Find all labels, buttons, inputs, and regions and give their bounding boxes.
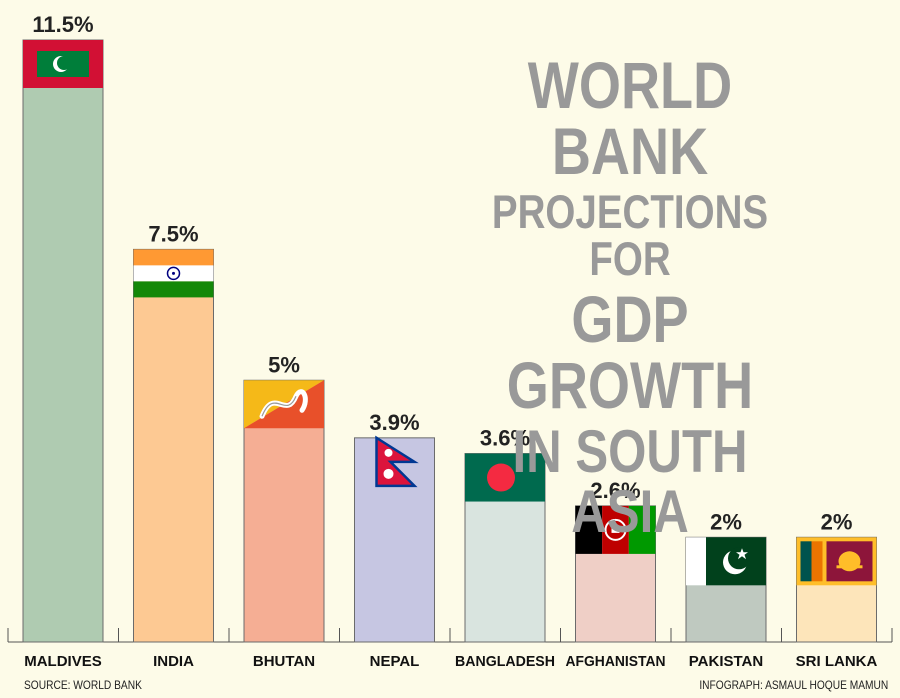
value-label: 7.5% [148, 221, 198, 246]
category-label: BHUTAN [253, 653, 315, 670]
afghanistan-flag-icon [575, 505, 656, 554]
category-label: SRI LANKA [796, 653, 878, 670]
bar-group-nepal: 3.9% NEPAL [354, 410, 435, 670]
credit-note: INFOGRAPH: ASMAUL HOQUE MAMUN [699, 678, 888, 692]
bar-group-afghanistan: 2.6% AFGHANISTAN [566, 478, 666, 670]
source-note: SOURCE: WORLD BANK [24, 678, 142, 692]
value-label: 3.9% [369, 410, 419, 435]
category-label: MALDIVES [24, 653, 102, 670]
title-line-2: PROJECTIONS FOR [491, 185, 769, 285]
value-label: 2.6% [590, 478, 640, 503]
value-label: 2% [821, 509, 853, 534]
pakistan-flag-icon [686, 537, 766, 586]
nepal-flag-icon [375, 435, 419, 488]
value-label: 3.6% [480, 426, 530, 451]
bangladesh-flag-icon [465, 453, 545, 502]
title-line-1: WORLD BANK [527, 48, 733, 188]
india-flag-icon [133, 249, 214, 298]
category-label: AFGHANISTAN [566, 653, 666, 670]
title-line-4: IN SOUTH ASIA [512, 418, 748, 545]
value-label: 11.5% [32, 12, 93, 37]
category-label: INDIA [153, 653, 194, 670]
bhutan-flag-icon [244, 380, 324, 429]
category-label: BANGLADESH [455, 653, 555, 670]
category-label: PAKISTAN [689, 653, 763, 670]
bar-group-sri-lanka: 2% SRI LANKA [796, 509, 878, 670]
bar-group-bangladesh: 3.6% BANGLADESH [455, 426, 555, 670]
value-label: 5% [268, 352, 300, 377]
category-label: NEPAL [370, 653, 420, 670]
bar [133, 248, 214, 643]
sri-lanka-flag-icon [796, 537, 877, 586]
bar-group-maldives: 11.5% MALDIVES [22, 12, 104, 670]
bar-group-bhutan: 5% BHUTAN [243, 352, 325, 670]
maldives-flag-icon [23, 40, 103, 88]
bar-group-pakistan: 2% PAKISTAN [685, 509, 767, 670]
chart-title: WORLD BANK PROJECTIONS FOR GDP GROWTH IN… [474, 52, 786, 542]
value-label: 2% [710, 509, 742, 534]
title-line-3: GDP GROWTH [506, 282, 754, 422]
bar [22, 39, 104, 643]
bar-group-india: 7.5% INDIA [133, 221, 214, 670]
